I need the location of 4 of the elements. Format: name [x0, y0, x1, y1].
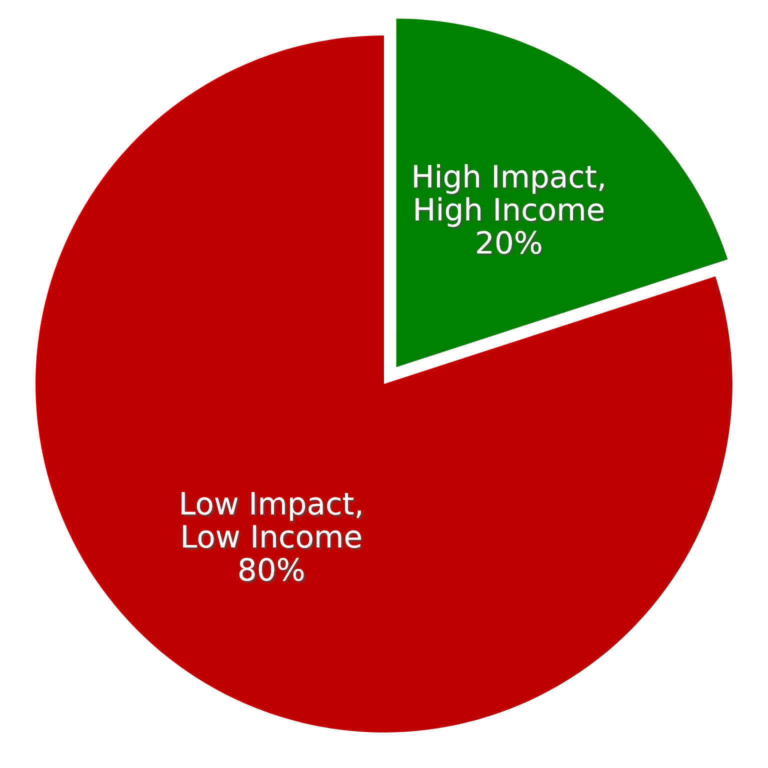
- data-label: 20%: [477, 230, 544, 256]
- slice-label: High Impact, High Income: [414, 164, 606, 229]
- slice-label: Low Impact, Low Income: [182, 492, 364, 550]
- data-label: 80%: [239, 558, 306, 584]
